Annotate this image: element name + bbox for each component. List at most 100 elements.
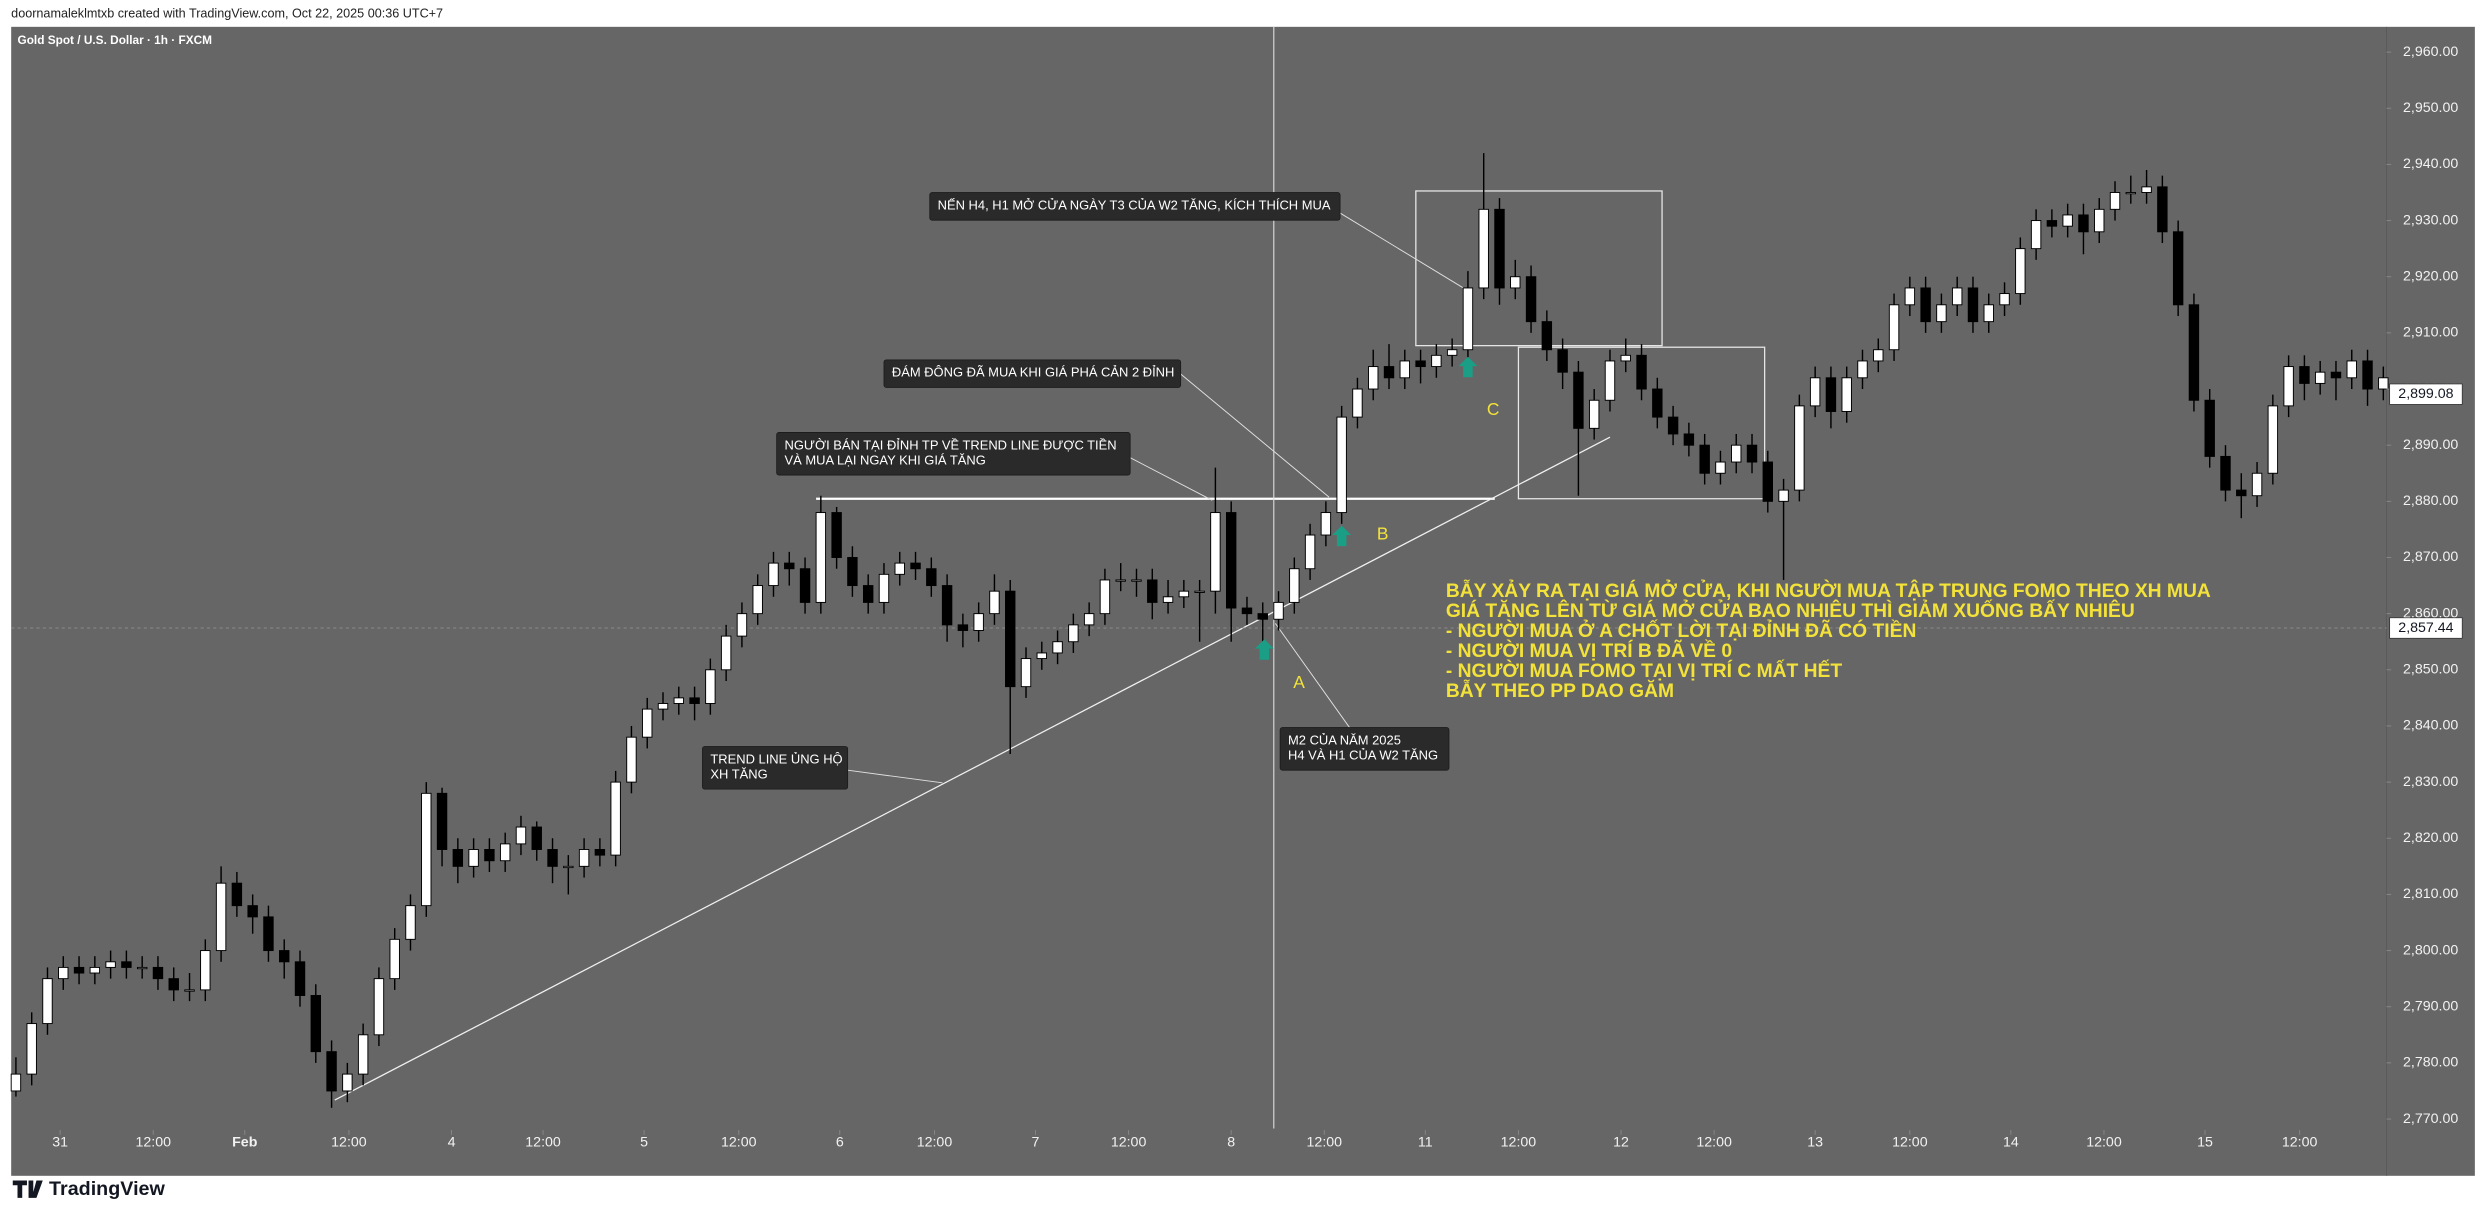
candle-body xyxy=(2157,186,2168,233)
x-tick-label: 5 xyxy=(640,1134,648,1150)
candle-body xyxy=(1920,287,1931,323)
candle-body xyxy=(2141,186,2152,193)
candle-body xyxy=(1320,512,1332,536)
candle-body xyxy=(2125,192,2137,195)
candle-body xyxy=(215,882,227,952)
candle-body xyxy=(815,512,827,603)
candle-body xyxy=(689,697,700,704)
candle-body xyxy=(1446,349,1458,356)
candle-body xyxy=(1652,388,1663,418)
candle-body xyxy=(1494,208,1505,289)
y-tick-label: 2,920.00 xyxy=(2403,268,2458,284)
candle-body xyxy=(752,585,763,615)
crosshair-price-label-box xyxy=(2389,617,2463,639)
x-tick-label: 12:00 xyxy=(917,1134,953,1150)
candle-body xyxy=(768,562,779,587)
x-tick-label: 12:00 xyxy=(1501,1134,1537,1150)
candle-body xyxy=(720,635,732,671)
candle-body xyxy=(957,624,969,631)
callout-text: M2 CỦA NĂM 2025 xyxy=(1288,732,1401,747)
candle-body xyxy=(1099,579,1111,615)
x-tick-label: 6 xyxy=(836,1134,844,1150)
symbol-title: Gold Spot / U.S. Dollar · 1h · FXCM xyxy=(18,33,213,47)
candle-body xyxy=(673,697,685,704)
candle-body xyxy=(136,966,148,970)
callout-text: VÀ MUA LẠI NGAY KHI GIÁ TĂNG xyxy=(785,452,986,467)
x-tick-label: 12 xyxy=(1613,1134,1629,1150)
y-tick-label: 2,800.00 xyxy=(2403,942,2458,958)
point-label: A xyxy=(1293,672,1305,692)
y-tick-label: 2,790.00 xyxy=(2403,998,2458,1014)
x-tick-label: 8 xyxy=(1227,1134,1235,1150)
candle-body xyxy=(1746,444,1758,463)
point-label: C xyxy=(1487,399,1500,419)
candle-body xyxy=(2267,405,2279,474)
attribution: doornamaleklmtxb created with TradingVie… xyxy=(11,7,443,21)
candle-body xyxy=(1115,579,1126,582)
x-tick-label: 12:00 xyxy=(2086,1134,2122,1150)
candle-body xyxy=(357,1034,369,1075)
callout-text: NGƯỜI BÁN TẠI ĐỈNH TP VỀ TREND LINE ĐƯỢC… xyxy=(785,437,1117,452)
candle-body xyxy=(1951,287,1963,306)
candle-body xyxy=(705,669,716,704)
x-tick-label: Feb xyxy=(232,1134,258,1150)
candle-body xyxy=(910,562,921,570)
candle-body xyxy=(847,557,858,587)
candle-body xyxy=(862,585,874,603)
x-tick-label: 7 xyxy=(1032,1134,1040,1150)
y-tick-label: 2,830.00 xyxy=(2403,774,2458,790)
candle-body xyxy=(594,849,606,856)
candle-body xyxy=(2188,304,2200,401)
candle-body xyxy=(642,708,653,738)
y-tick-label: 2,840.00 xyxy=(2403,718,2458,734)
x-tick-label: 12:00 xyxy=(135,1134,171,1150)
candle-body xyxy=(1352,388,1363,418)
candle-body xyxy=(1273,601,1284,620)
candle-body xyxy=(894,562,905,575)
candle-body xyxy=(941,585,953,626)
callout-box xyxy=(702,746,849,790)
candle-body xyxy=(1194,590,1205,593)
candle-body xyxy=(2030,220,2042,250)
candle-body xyxy=(1415,360,1426,368)
candle-body xyxy=(2046,220,2058,227)
candle-body xyxy=(784,562,795,570)
candle-body xyxy=(926,568,937,587)
candle-body xyxy=(2299,366,2310,384)
y-tick-label: 2,940.00 xyxy=(2403,156,2458,172)
candle-body xyxy=(1257,613,1268,620)
candle-body xyxy=(547,849,558,867)
candle-body xyxy=(1888,304,1900,351)
y-tick-label: 2,770.00 xyxy=(2403,1111,2458,1127)
candle-body xyxy=(1068,624,1079,643)
candle-body xyxy=(2109,192,2121,210)
candle-body xyxy=(1225,512,1237,609)
candle-body xyxy=(1478,208,1489,289)
candle-body xyxy=(1699,444,1710,474)
candle-body xyxy=(436,792,448,850)
candle-body xyxy=(1052,641,1063,654)
candle-body xyxy=(2015,248,2026,295)
candle-body xyxy=(1383,366,1395,379)
leader-line xyxy=(1129,457,1213,501)
candle-body xyxy=(2283,366,2294,407)
candle-body xyxy=(531,826,542,850)
candle-body xyxy=(1510,276,1521,289)
last-price-label-box xyxy=(2389,383,2463,405)
candle-body xyxy=(1857,360,1868,379)
candle-body xyxy=(2330,371,2342,379)
callout-box xyxy=(929,192,1341,221)
candle-body xyxy=(1573,371,1584,429)
candle-body xyxy=(1005,590,1016,688)
x-tick-label: 12:00 xyxy=(1892,1134,1928,1150)
leader-line xyxy=(1274,623,1350,728)
candle-body xyxy=(1241,607,1253,615)
x-tick-label: 31 xyxy=(52,1134,68,1150)
range-box xyxy=(1415,190,1663,347)
y-tick-label: 2,850.00 xyxy=(2403,662,2458,678)
y-tick-label: 2,910.00 xyxy=(2403,325,2458,341)
candle-body xyxy=(389,938,400,980)
candle-body xyxy=(1841,377,1852,412)
candle-body xyxy=(1178,590,1190,598)
